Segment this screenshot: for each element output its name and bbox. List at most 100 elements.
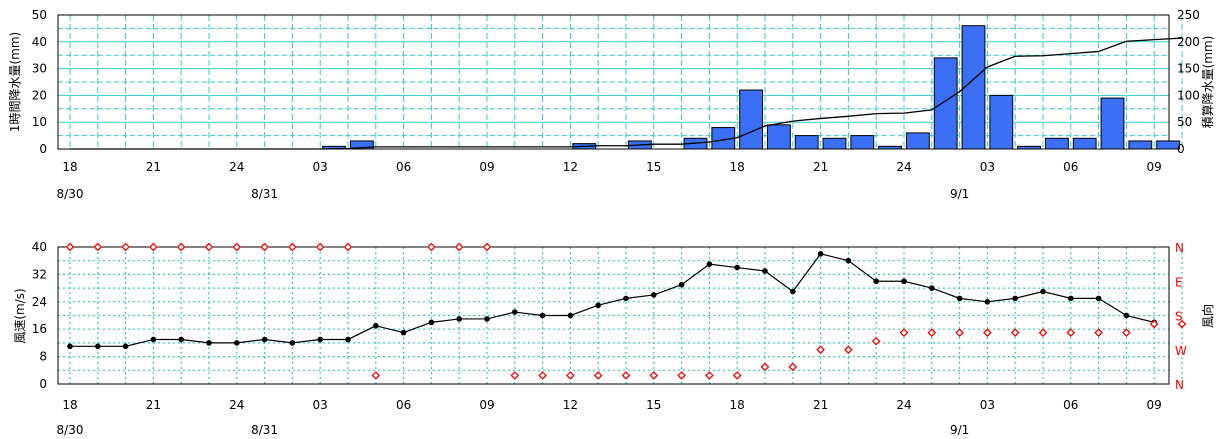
wind-speed-point (1012, 295, 1018, 302)
cumulative-y-tick: 150 (1177, 62, 1200, 76)
precip-bar (961, 25, 986, 150)
wind-direction-point (1094, 328, 1103, 337)
wind-x-tick: 09 (479, 398, 494, 412)
wind-speed-point (456, 316, 463, 322)
wind-speed-point (706, 261, 713, 267)
precip-y-tick: 30 (32, 62, 47, 76)
wind-speed-point (539, 312, 546, 319)
wind-speed-point (1095, 295, 1102, 302)
precip-x-tick: 06 (396, 160, 411, 174)
wind-date-label: 8/30 (57, 423, 84, 437)
wind-direction-point (1177, 319, 1187, 329)
wind-speed-point (373, 322, 379, 329)
wind-x-tick: 06 (396, 398, 411, 412)
wind-speed-line (70, 253, 1155, 347)
precip-date-label: 8/30 (57, 187, 84, 200)
wind-x-tick: 18 (730, 398, 745, 412)
precip-bar (1017, 145, 1041, 150)
wind-x-tick: 09 (1147, 398, 1162, 412)
wind-speed-point (651, 292, 657, 298)
wind-speed-point (289, 340, 296, 346)
precipitation-chart: 0 10 20 30 40 50 0 50 100 150 200 250 18 21 24 03 06 09… (8, 8, 1215, 200)
precipitation-plot-frame (57, 14, 1170, 150)
wind-direction-point (566, 371, 575, 380)
wind-direction-point (1149, 319, 1159, 329)
wind-direction-point (649, 371, 659, 380)
wind-date-labels: 8/30 8/31 9/1 (57, 423, 970, 437)
wind-direction-point (593, 371, 603, 380)
precip-x-tick: 24 (896, 160, 911, 174)
wind-direction-point (121, 242, 130, 252)
wind-date-label: 9/1 (950, 423, 969, 437)
wind-direction-point (844, 345, 853, 355)
precip-bar (933, 57, 958, 150)
wind-direction-y-tick: N (1175, 241, 1184, 255)
precip-x-tick: 03 (313, 160, 328, 174)
wind-speed-point (845, 257, 852, 264)
wind-speed-y-label: 風速(m/s) (13, 288, 27, 343)
precipitation-x-ticks: 18 21 24 03 06 09 12 15 18 21 24 03 06 09 (62, 160, 1161, 174)
wind-x-tick: 24 (229, 398, 244, 412)
wind-speed-point (901, 278, 907, 285)
wind-direction-point (621, 371, 631, 380)
precip-x-tick: 18 (62, 160, 77, 174)
wind-x-tick: 06 (1063, 398, 1078, 412)
cumulative-precipitation-line (70, 37, 1183, 150)
cumulative-y-tick: 50 (1177, 115, 1192, 129)
precip-x-tick: 24 (229, 160, 244, 174)
hourly-precipitation-bars (322, 25, 1180, 150)
wind-direction-point (454, 242, 464, 252)
wind-direction-point (760, 362, 770, 372)
wind-speed-y-tick: 40 (32, 240, 47, 254)
precip-x-tick: 03 (980, 160, 995, 174)
precip-bar (1072, 137, 1097, 150)
precip-x-tick: 09 (479, 160, 494, 174)
wind-direction-point (538, 371, 547, 380)
precip-y-tick: 40 (32, 35, 47, 49)
wind-speed-point (567, 312, 574, 319)
wind-direction-y-tick: S (1175, 310, 1183, 324)
wind-speed-point (1040, 288, 1046, 295)
wind-speed-point (178, 336, 184, 343)
precip-x-tick: 18 (730, 160, 745, 174)
wind-speed-point (984, 299, 991, 305)
precip-x-tick: 12 (563, 160, 578, 174)
wind-direction-point (788, 362, 798, 372)
wind-speed-point (234, 340, 240, 346)
precip-y-tick: 20 (32, 88, 47, 102)
cumulative-y-ticks: 0 50 100 150 200 250 (1177, 8, 1200, 156)
wind-direction-point (899, 328, 909, 337)
wind-speed-point (790, 288, 796, 295)
wind-speed-points (67, 251, 1157, 350)
wind-x-tick: 21 (146, 398, 161, 412)
wind-direction-point (705, 371, 714, 380)
precip-bar (989, 94, 1014, 150)
wind-speed-point (1123, 312, 1130, 319)
wind-direction-point (315, 242, 325, 252)
wind-direction-point (1066, 328, 1076, 337)
wind-x-tick: 03 (980, 398, 995, 412)
wind-speed-y-tick: 8 (39, 350, 47, 364)
cumulative-y-label: 積算降水量(mm) (1200, 36, 1215, 129)
wind-direction-point (983, 328, 992, 337)
precip-bar (906, 132, 930, 150)
wind-direction-point (816, 345, 825, 355)
wind-speed-y-ticks: 0 8 16 24 32 40 (32, 240, 47, 391)
wind-speed-point (317, 336, 324, 343)
wind-speed-y-tick: 32 (32, 267, 47, 281)
precip-x-tick: 15 (646, 160, 661, 174)
wind-speed-point (817, 251, 824, 257)
wind-direction-point (149, 242, 158, 252)
precip-bar (1128, 140, 1153, 150)
precip-bar (767, 124, 791, 150)
wind-direction-point (482, 242, 492, 252)
wind-direction-point (732, 371, 742, 380)
precip-y-tick: 10 (32, 115, 47, 129)
wind-direction-point (204, 242, 214, 252)
wind-speed-point (1068, 295, 1074, 302)
wind-direction-point (232, 242, 242, 252)
cumulative-y-tick: 200 (1177, 35, 1200, 49)
wind-speed-point (512, 309, 518, 315)
precip-bar (850, 135, 875, 150)
